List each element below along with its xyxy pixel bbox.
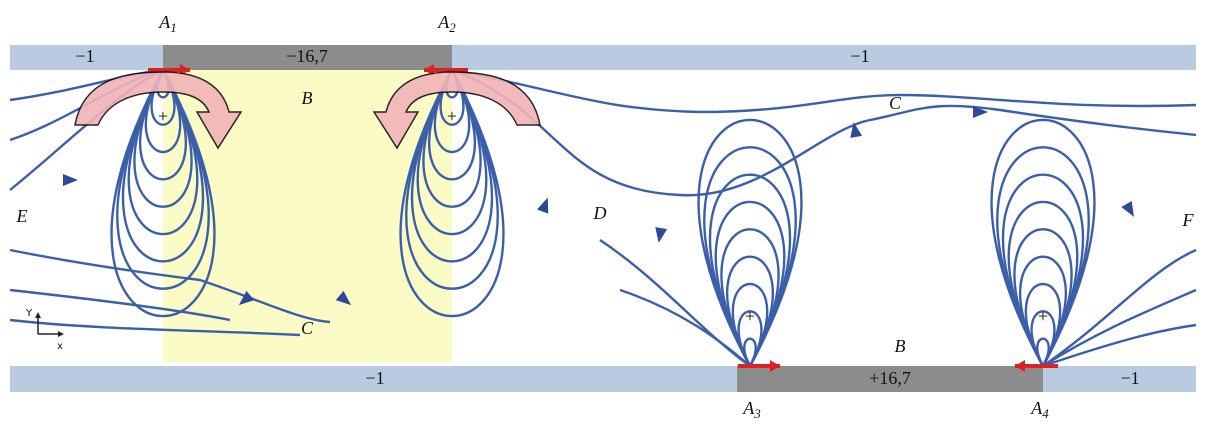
axis-label: x <box>57 341 63 352</box>
wall-potential: −1 <box>75 46 94 66</box>
electrode-potential: +16,7 <box>869 368 911 388</box>
streamline <box>721 229 778 366</box>
arrow-head <box>1121 201 1139 220</box>
wall-potential: −1 <box>365 368 384 388</box>
arrow-head <box>653 227 667 244</box>
axis-label: Y <box>25 308 33 319</box>
region-label: E <box>16 206 28 226</box>
arrow-head <box>537 195 553 213</box>
region-label: D <box>593 203 607 223</box>
region-label: C <box>301 318 314 338</box>
region-label: C <box>889 93 902 113</box>
index: 2 <box>449 20 456 35</box>
diagram: A1 A2 A3 A4 −1 −16,7 −1 −1 +16,7 −1 B C … <box>0 0 1206 425</box>
arrow-head <box>63 174 78 186</box>
source-sign: + <box>158 106 168 126</box>
streamline <box>452 70 1196 112</box>
region-label: B <box>895 336 906 356</box>
region-label: F <box>1182 210 1195 230</box>
electrode-label: A2 <box>437 12 456 35</box>
streamline <box>992 120 1095 366</box>
source-sign: + <box>1038 306 1048 326</box>
streamline <box>452 70 1196 195</box>
electrode-potential: −16,7 <box>286 46 328 66</box>
electrode-label: A1 <box>158 12 177 35</box>
source-sign: + <box>745 306 755 326</box>
streamline <box>1043 325 1196 366</box>
electrode-label: A3 <box>742 398 761 421</box>
source-sign: + <box>447 106 457 126</box>
wall-potential: −1 <box>850 46 869 66</box>
wall-potential: −1 <box>1120 368 1139 388</box>
region-label: B <box>302 88 313 108</box>
streamline <box>1014 229 1071 366</box>
index: 1 <box>170 20 177 35</box>
streamline <box>699 120 802 366</box>
electrode-label: A4 <box>1030 398 1049 421</box>
index: 3 <box>753 406 761 421</box>
index: 4 <box>1042 406 1049 421</box>
